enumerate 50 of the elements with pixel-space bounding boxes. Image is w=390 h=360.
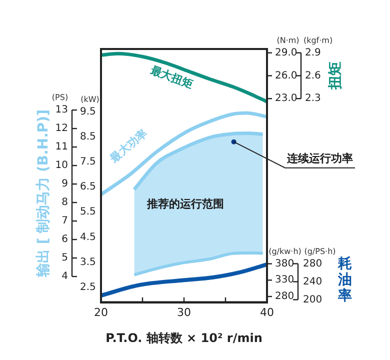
y-tick-label: 9.5	[80, 106, 96, 118]
x-tick-label: 40	[260, 306, 274, 319]
y-tick-label: 280	[275, 291, 294, 302]
y-tick-label: 5.5	[80, 206, 96, 218]
y2-axis-title: (PS)	[52, 93, 68, 102]
text: 耗油率	[337, 256, 352, 304]
y2-tick-label: 5	[62, 252, 68, 264]
y-tick-label: 380	[275, 258, 294, 270]
y-axis-title: (g/kw·h)	[268, 246, 302, 256]
y2-tick-label: 13	[55, 104, 68, 116]
y-tick-label: 4.5	[80, 232, 96, 243]
y-tick-label: 29.0	[275, 47, 298, 58]
y2-tick-label: 8	[62, 197, 68, 208]
y-tick-label: 7.5	[80, 156, 96, 168]
y2-tick-label: 10	[55, 160, 68, 172]
y2-tick-label: 12	[55, 123, 68, 134]
y-tick-label: 6.5	[80, 182, 96, 193]
y2-tick-label: 11	[55, 142, 68, 153]
x-axis-title: P.T.O. 轴转数 × 10² r/min	[106, 330, 262, 345]
text: 最大扭矩	[148, 63, 195, 91]
y-tick-label: 26.0	[275, 70, 298, 82]
y-axis-title: (N·m)	[276, 36, 300, 45]
y2-tick-label: 9	[62, 178, 68, 190]
y2-tick-label: 240	[303, 276, 322, 288]
y2-tick-label: 2.9	[305, 47, 321, 58]
y2-tick-label: 6	[62, 234, 68, 246]
text: 输出 [ 制动马力 (B.H.P)]	[36, 110, 52, 278]
y2-axis-title: (g/PS·h)	[304, 246, 336, 256]
line-series	[101, 52, 267, 104]
y-tick-label: 23.0	[275, 93, 298, 104]
y2-tick-label: 200	[303, 294, 322, 306]
y-tick-label: 330	[275, 274, 294, 286]
y-tick-label: 2.5	[80, 282, 96, 293]
y-axis-title: (kW)	[80, 94, 100, 104]
x-tick-label: 30	[177, 306, 191, 319]
annotation: 连续运行功率	[286, 152, 353, 166]
text: 扭矩	[328, 62, 344, 91]
y-tick-label: 8.5	[80, 131, 96, 142]
y2-tick-label: 2.6	[305, 70, 321, 82]
x-tick-label: 20	[94, 306, 108, 319]
y-tick-label: 3.5	[80, 256, 96, 268]
line-series	[101, 111, 267, 196]
y2-tick-label: 280	[303, 258, 322, 270]
series-label: 推荐的运行范围	[146, 198, 224, 211]
text: 最大功率	[106, 126, 150, 166]
y2-tick-label: 2.3	[305, 93, 321, 104]
y2-tick-label: 4	[62, 271, 68, 282]
line-series	[101, 262, 267, 298]
y2-tick-label: 7	[62, 216, 68, 227]
y2-axis-title: (kgf·m)	[303, 36, 333, 45]
